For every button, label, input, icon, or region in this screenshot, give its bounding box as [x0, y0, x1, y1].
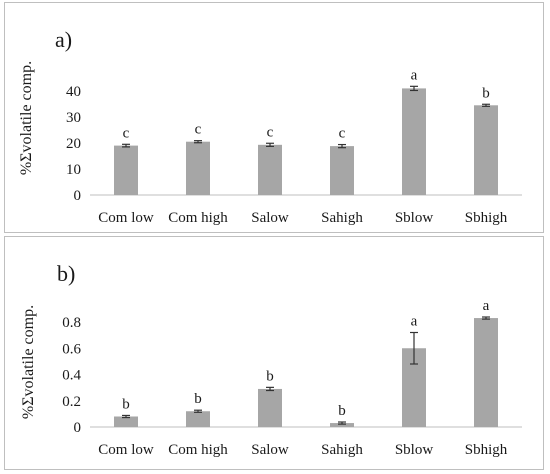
x-tick-label: Com high	[168, 442, 228, 458]
x-tick-label: Sbhigh	[465, 442, 508, 458]
error-bar	[410, 85, 418, 92]
significance-letter: c	[339, 126, 346, 142]
y-tick-label: 0	[74, 188, 82, 204]
bar	[114, 416, 138, 427]
significance-letter: b	[194, 391, 202, 407]
bar	[186, 141, 210, 195]
x-tick-label: Sbhigh	[465, 210, 508, 226]
x-tick-label: Com low	[98, 210, 154, 226]
y-tick-label: 0.2	[62, 394, 81, 410]
x-tick-label: Salow	[251, 442, 289, 458]
y-axis-title-a: %Σvolatile comp.	[18, 61, 35, 175]
error-bar	[410, 331, 418, 365]
bar-chart-a: a) %Σvolatile comp. 0 10 20 30 40 c Com low c Com …	[18, 27, 522, 226]
bar-chart-b: b) %Σvolatile comp. 0 0.2 0.4 0.6 0.8 b Com low b…	[20, 261, 522, 458]
bar	[114, 145, 138, 195]
error-bar	[266, 142, 274, 147]
error-bar	[338, 421, 346, 425]
x-tick-label: Sblow	[395, 442, 434, 458]
bar	[258, 144, 282, 195]
bar	[474, 105, 498, 195]
bar	[186, 411, 210, 427]
y-tick-label: 10	[66, 162, 81, 178]
y-tick-label: 0.6	[62, 341, 81, 357]
significance-letter: c	[123, 125, 130, 141]
significance-letter: a	[411, 67, 418, 83]
significance-letter: c	[267, 124, 274, 140]
error-bar	[338, 143, 346, 149]
y-axis-title-b: %Σvolatile comp.	[20, 305, 37, 419]
y-tick-label: 0.4	[62, 368, 81, 384]
panel-label-b: b)	[57, 261, 75, 286]
significance-letter: a	[411, 314, 418, 330]
significance-letter: b	[338, 403, 346, 419]
significance-letter: b	[482, 85, 490, 101]
y-tick-label: 20	[66, 136, 81, 152]
x-tick-label: Salow	[251, 210, 289, 226]
bar	[330, 146, 354, 195]
chart-panel-b: b) %Σvolatile comp. 0 0.2 0.4 0.6 0.8 b Com low b…	[4, 236, 544, 470]
bar	[258, 388, 282, 427]
error-bar	[194, 409, 202, 413]
significance-letter: c	[195, 122, 202, 138]
y-tick-label: 0	[74, 420, 82, 436]
x-tick-label: Sahigh	[321, 210, 363, 226]
error-bar	[266, 386, 274, 392]
significance-letter: a	[483, 298, 490, 314]
chart-panel-a: a) %Σvolatile comp. 0 10 20 30 40 c Com low c Com …	[4, 2, 544, 233]
bar	[402, 88, 426, 195]
error-bar	[194, 140, 202, 144]
error-bar	[482, 316, 490, 320]
significance-letter: b	[122, 396, 130, 412]
x-tick-label: Com high	[168, 210, 228, 226]
bar	[474, 318, 498, 427]
x-tick-label: Sahigh	[321, 442, 363, 458]
x-tick-label: Com low	[98, 442, 154, 458]
bar	[330, 423, 354, 427]
y-tick-label: 30	[66, 110, 81, 126]
significance-letter: b	[266, 368, 274, 384]
error-bar	[122, 414, 130, 419]
y-tick-label: 0.8	[62, 315, 81, 331]
y-tick-label: 40	[66, 84, 81, 100]
x-tick-label: Sblow	[395, 210, 434, 226]
error-bar	[482, 103, 490, 107]
error-bar	[122, 143, 130, 148]
panel-label-a: a)	[55, 27, 72, 52]
